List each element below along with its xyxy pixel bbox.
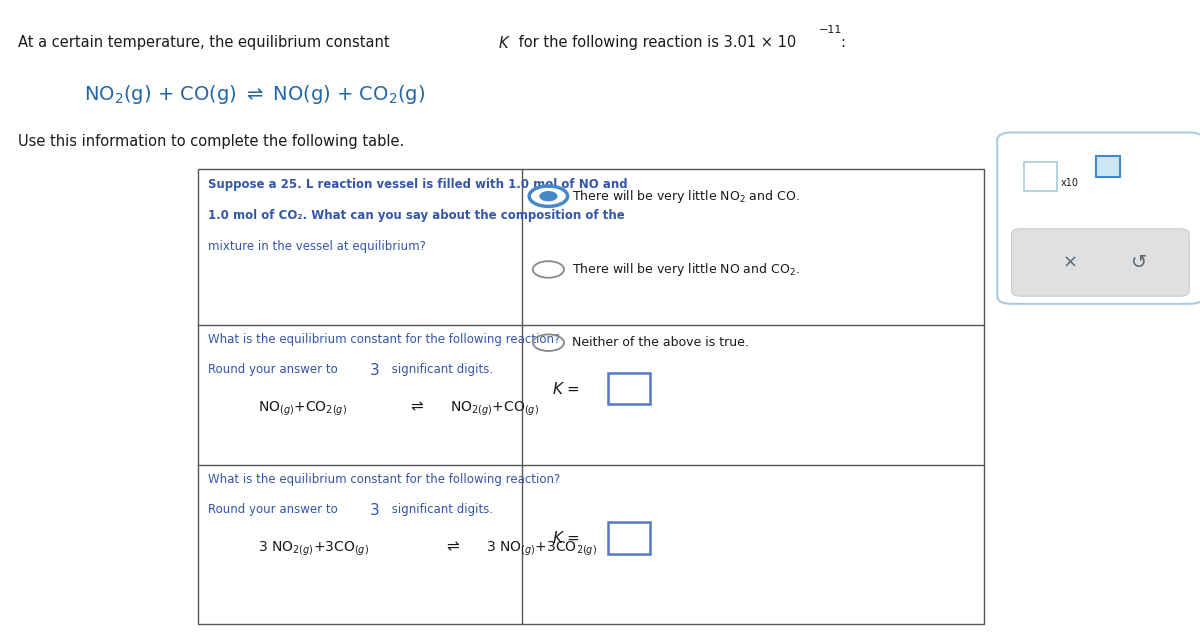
Text: significant digits.: significant digits.: [388, 503, 493, 516]
Text: At a certain temperature, the equilibrium constant: At a certain temperature, the equilibriu…: [18, 35, 395, 50]
Text: $\mathit{K}$: $\mathit{K}$: [498, 35, 510, 51]
FancyBboxPatch shape: [198, 169, 984, 624]
Text: ×: ×: [1063, 254, 1078, 271]
Text: ↺: ↺: [1132, 253, 1147, 272]
Bar: [608, 522, 650, 554]
Text: $K$ =: $K$ =: [552, 530, 580, 547]
Text: There will be very little NO$_2$ and CO.: There will be very little NO$_2$ and CO.: [572, 188, 800, 204]
Text: 3 NO$_{(g)}$+3CO$_{2(g)}$: 3 NO$_{(g)}$+3CO$_{2(g)}$: [486, 540, 598, 558]
Text: $\rightleftharpoons$: $\rightleftharpoons$: [408, 399, 425, 415]
Text: Use this information to complete the following table.: Use this information to complete the fol…: [18, 134, 404, 149]
Bar: [1096, 156, 1120, 176]
Text: What is the equilibrium constant for the following reaction?: What is the equilibrium constant for the…: [208, 333, 560, 345]
Text: 1.0 mol of CO₂. What can you say about the composition of the: 1.0 mol of CO₂. What can you say about t…: [208, 209, 624, 222]
Text: 3 NO$_{2(g)}$+3CO$_{(g)}$: 3 NO$_{2(g)}$+3CO$_{(g)}$: [258, 540, 370, 558]
Text: NO$_{2(g)}$+CO$_{(g)}$: NO$_{2(g)}$+CO$_{(g)}$: [450, 399, 539, 418]
Text: −11: −11: [818, 25, 841, 36]
Text: :: :: [840, 35, 845, 50]
Text: 3: 3: [370, 363, 379, 378]
Bar: [1024, 162, 1057, 191]
Text: Round your answer to: Round your answer to: [208, 363, 341, 376]
Text: What is the equilibrium constant for the following reaction?: What is the equilibrium constant for the…: [208, 473, 560, 485]
Text: $K$ =: $K$ =: [552, 380, 580, 397]
Text: x10: x10: [1061, 178, 1079, 187]
Text: Suppose a 25. L reaction vessel is filled with 1.0 mol of NO and: Suppose a 25. L reaction vessel is fille…: [208, 178, 628, 191]
Text: significant digits.: significant digits.: [388, 363, 493, 376]
FancyBboxPatch shape: [1012, 229, 1189, 296]
Text: mixture in the vessel at equilibrium?: mixture in the vessel at equilibrium?: [208, 240, 426, 252]
Text: NO$_{(g)}$+CO$_{2(g)}$: NO$_{(g)}$+CO$_{2(g)}$: [258, 399, 347, 418]
Bar: [608, 373, 650, 404]
Text: NO$_2$(g) + CO(g) $\rightleftharpoons$ NO(g) + CO$_2$(g): NO$_2$(g) + CO(g) $\rightleftharpoons$ N…: [84, 83, 425, 106]
Text: Round your answer to: Round your answer to: [208, 503, 341, 516]
Text: There will be very little NO and CO$_2$.: There will be very little NO and CO$_2$.: [572, 261, 800, 278]
Circle shape: [540, 192, 557, 201]
Text: $\rightleftharpoons$: $\rightleftharpoons$: [444, 540, 461, 555]
Text: Neither of the above is true.: Neither of the above is true.: [572, 336, 749, 349]
FancyBboxPatch shape: [997, 132, 1200, 304]
Text: for the following reaction is 3.01 × 10: for the following reaction is 3.01 × 10: [514, 35, 796, 50]
Text: 3: 3: [370, 503, 379, 519]
